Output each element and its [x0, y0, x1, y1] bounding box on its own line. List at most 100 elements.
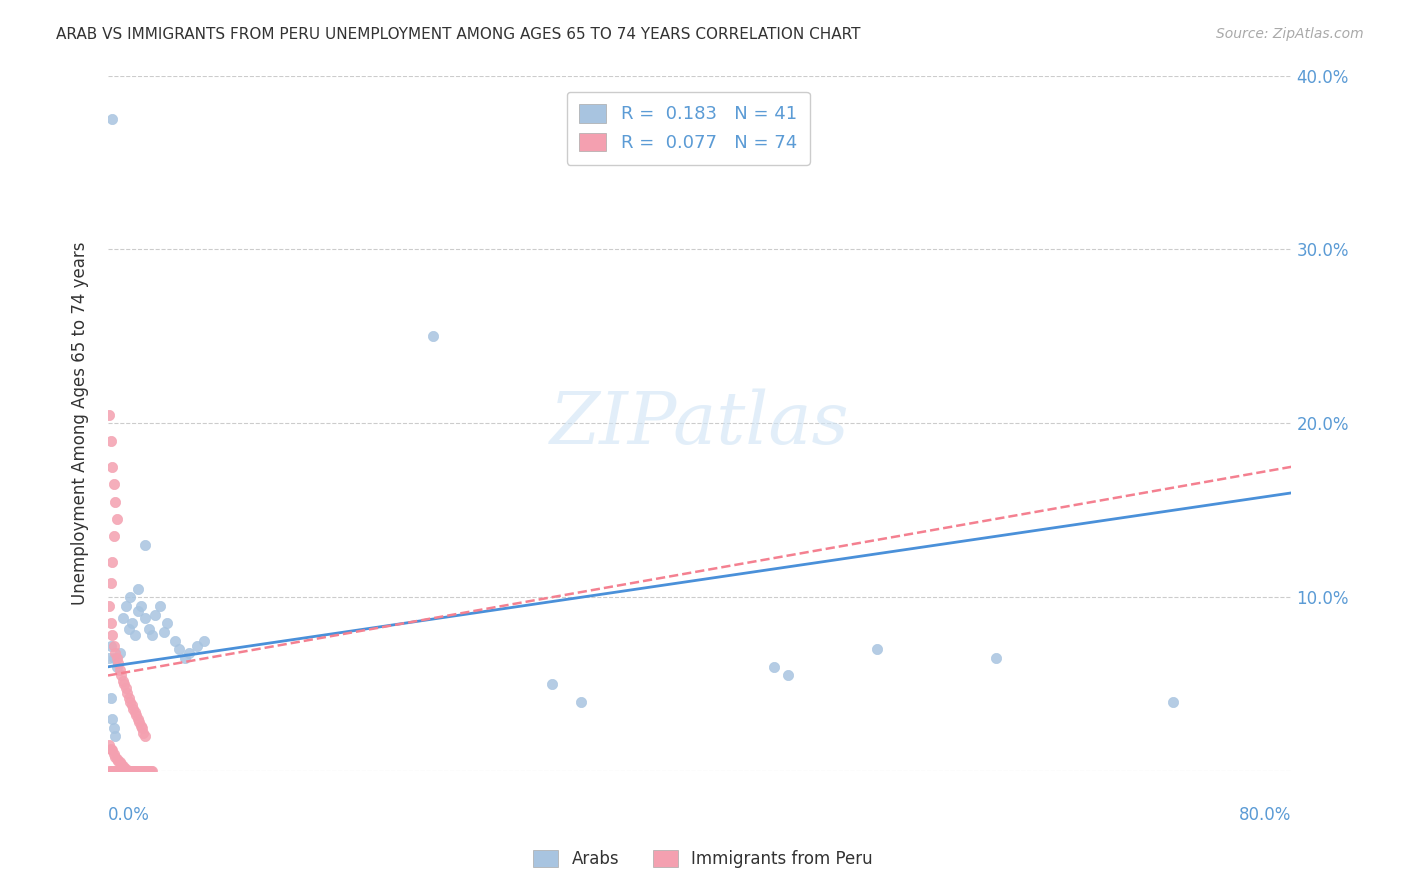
Point — [186, 639, 208, 653]
Point — [136, 764, 159, 779]
Point — [101, 628, 124, 642]
Point — [1161, 695, 1184, 709]
Text: Source: ZipAtlas.com: Source: ZipAtlas.com — [1216, 27, 1364, 41]
Point — [107, 754, 129, 768]
Point — [129, 719, 152, 733]
Point — [98, 599, 121, 613]
Text: ZIPatlas: ZIPatlas — [550, 388, 849, 458]
Point — [101, 459, 124, 474]
Point — [778, 668, 800, 682]
Point — [118, 691, 141, 706]
Point — [127, 764, 149, 779]
Point — [105, 764, 128, 779]
Point — [124, 705, 146, 719]
Point — [103, 651, 125, 665]
Point — [98, 408, 121, 422]
Point — [121, 764, 143, 779]
Point — [101, 712, 124, 726]
Point — [114, 599, 136, 613]
Point — [540, 677, 562, 691]
Point — [108, 756, 131, 770]
Point — [103, 529, 125, 543]
Point — [107, 764, 129, 779]
Text: ARAB VS IMMIGRANTS FROM PERU UNEMPLOYMENT AMONG AGES 65 TO 74 YEARS CORRELATION : ARAB VS IMMIGRANTS FROM PERU UNEMPLOYMEN… — [56, 27, 860, 42]
Point — [124, 628, 146, 642]
Point — [105, 651, 128, 665]
Point — [122, 764, 145, 779]
Point — [100, 434, 122, 448]
Point — [110, 668, 132, 682]
Point — [104, 494, 127, 508]
Point — [103, 639, 125, 653]
Point — [100, 741, 122, 756]
Point — [98, 764, 121, 779]
Point — [103, 477, 125, 491]
Point — [101, 556, 124, 570]
Point — [129, 764, 152, 779]
Point — [122, 701, 145, 715]
Point — [139, 764, 162, 779]
Point — [114, 763, 136, 777]
Point — [138, 764, 160, 779]
Point — [111, 759, 134, 773]
Point — [115, 686, 138, 700]
Point — [120, 764, 142, 779]
Point — [135, 764, 157, 779]
Text: 0.0%: 0.0% — [108, 805, 150, 824]
Point — [110, 757, 132, 772]
Point — [134, 611, 156, 625]
Point — [103, 747, 125, 761]
Point — [422, 329, 444, 343]
Point — [174, 651, 197, 665]
Point — [179, 646, 201, 660]
Legend: R =  0.183   N = 41, R =  0.077   N = 74: R = 0.183 N = 41, R = 0.077 N = 74 — [567, 92, 810, 164]
Point — [103, 764, 125, 779]
Point — [156, 616, 179, 631]
Point — [128, 764, 150, 779]
Point — [132, 726, 155, 740]
Point — [125, 764, 148, 779]
Point — [108, 663, 131, 677]
Point — [111, 673, 134, 688]
Point — [105, 752, 128, 766]
Point — [100, 616, 122, 631]
Point — [112, 677, 135, 691]
Point — [105, 660, 128, 674]
Point — [112, 761, 135, 775]
Point — [111, 611, 134, 625]
Point — [127, 712, 149, 726]
Point — [118, 622, 141, 636]
Point — [167, 642, 190, 657]
Point — [108, 764, 131, 779]
Point — [143, 607, 166, 622]
Legend: Arabs, Immigrants from Peru: Arabs, Immigrants from Peru — [527, 843, 879, 875]
Point — [134, 764, 156, 779]
Point — [104, 750, 127, 764]
Point — [163, 633, 186, 648]
Point — [134, 730, 156, 744]
Point — [127, 604, 149, 618]
Point — [115, 764, 138, 779]
Point — [141, 764, 163, 779]
Text: 80.0%: 80.0% — [1239, 805, 1292, 824]
Point — [118, 764, 141, 779]
Point — [132, 764, 155, 779]
Point — [105, 512, 128, 526]
Point — [193, 633, 215, 648]
Y-axis label: Unemployment Among Ages 65 to 74 years: Unemployment Among Ages 65 to 74 years — [72, 242, 89, 605]
Point — [569, 695, 592, 709]
Point — [120, 695, 142, 709]
Point — [153, 625, 176, 640]
Point — [104, 646, 127, 660]
Point — [138, 622, 160, 636]
Point — [131, 764, 153, 779]
Point — [124, 764, 146, 779]
Point — [127, 582, 149, 596]
Point — [98, 651, 121, 665]
Point — [108, 646, 131, 660]
Point — [98, 738, 121, 752]
Point — [100, 576, 122, 591]
Point — [121, 698, 143, 712]
Point — [134, 538, 156, 552]
Point — [125, 708, 148, 723]
